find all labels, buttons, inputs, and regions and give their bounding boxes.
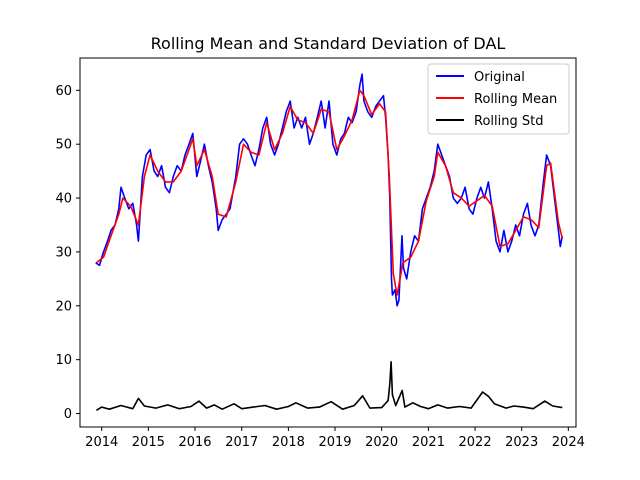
y-tick-label: 60 bbox=[55, 84, 72, 99]
x-tick-label: 2024 bbox=[552, 435, 585, 450]
y-tick-label: 50 bbox=[55, 138, 72, 153]
series-layer bbox=[95, 73, 564, 411]
axes-layer: 2014 2015 2016 2017 2018 2019 2020 2021 2022 2023… bbox=[55, 84, 584, 450]
y-tick-label: 10 bbox=[55, 353, 72, 368]
legend-label-original: Original bbox=[474, 70, 525, 85]
y-tick-label: 30 bbox=[55, 245, 72, 260]
y-tick-label: 0 bbox=[64, 407, 72, 422]
x-tick-label: 2020 bbox=[365, 435, 398, 450]
chart-title: Rolling Mean and Standard Deviation of D… bbox=[151, 34, 506, 53]
x-tick-label: 2014 bbox=[85, 435, 118, 450]
series-line-original bbox=[95, 73, 564, 307]
legend-label-rolling-mean: Rolling Mean bbox=[474, 92, 557, 107]
series-line-rolling-mean bbox=[95, 89, 564, 296]
x-tick-label: 2019 bbox=[318, 435, 351, 450]
x-tick-label: 2023 bbox=[505, 435, 538, 450]
y-tick-label: 20 bbox=[55, 299, 72, 314]
legend-box bbox=[427, 63, 570, 135]
x-tick-label: 2021 bbox=[412, 435, 445, 450]
x-tick-label: 2022 bbox=[459, 435, 492, 450]
x-tick-label: 2017 bbox=[225, 435, 258, 450]
y-tick-label: 40 bbox=[55, 192, 72, 207]
x-tick-label: 2016 bbox=[178, 435, 211, 450]
x-tick-label: 2018 bbox=[272, 435, 305, 450]
legend: Original Rolling Mean Rolling Std bbox=[427, 63, 570, 135]
legend-label-rolling-std: Rolling Std bbox=[474, 114, 543, 129]
x-tick-label: 2015 bbox=[132, 435, 165, 450]
plot-frame bbox=[79, 57, 577, 428]
series-line-rolling-std bbox=[95, 361, 563, 411]
